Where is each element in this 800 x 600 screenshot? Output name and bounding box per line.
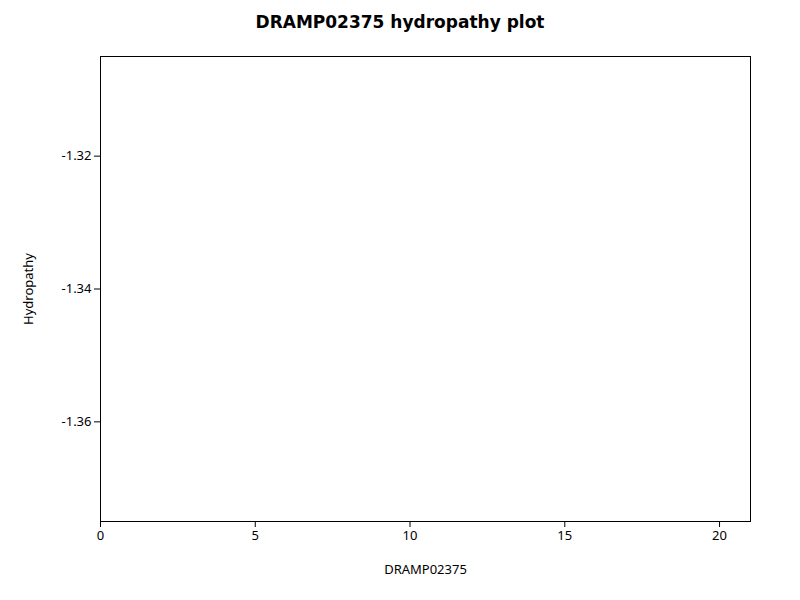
svg-text:0: 0 bbox=[97, 526, 104, 544]
svg-text:15: 15 bbox=[557, 526, 572, 544]
svg-text:-1.34: -1.34 bbox=[62, 279, 93, 297]
svg-text:20: 20 bbox=[712, 526, 727, 544]
svg-text:5: 5 bbox=[252, 526, 259, 544]
svg-text:10: 10 bbox=[403, 526, 418, 544]
svg-text:-1.32: -1.32 bbox=[62, 146, 92, 164]
svg-text:Hydropathy: Hydropathy bbox=[20, 253, 37, 325]
svg-text:-1.36: -1.36 bbox=[62, 412, 92, 430]
html-text:DRAMP02375 hydropathy plot: DRAMP02375 hydropathy plot bbox=[255, 12, 545, 32]
svg-text:DRAMP02375: DRAMP02375 bbox=[384, 560, 467, 577]
